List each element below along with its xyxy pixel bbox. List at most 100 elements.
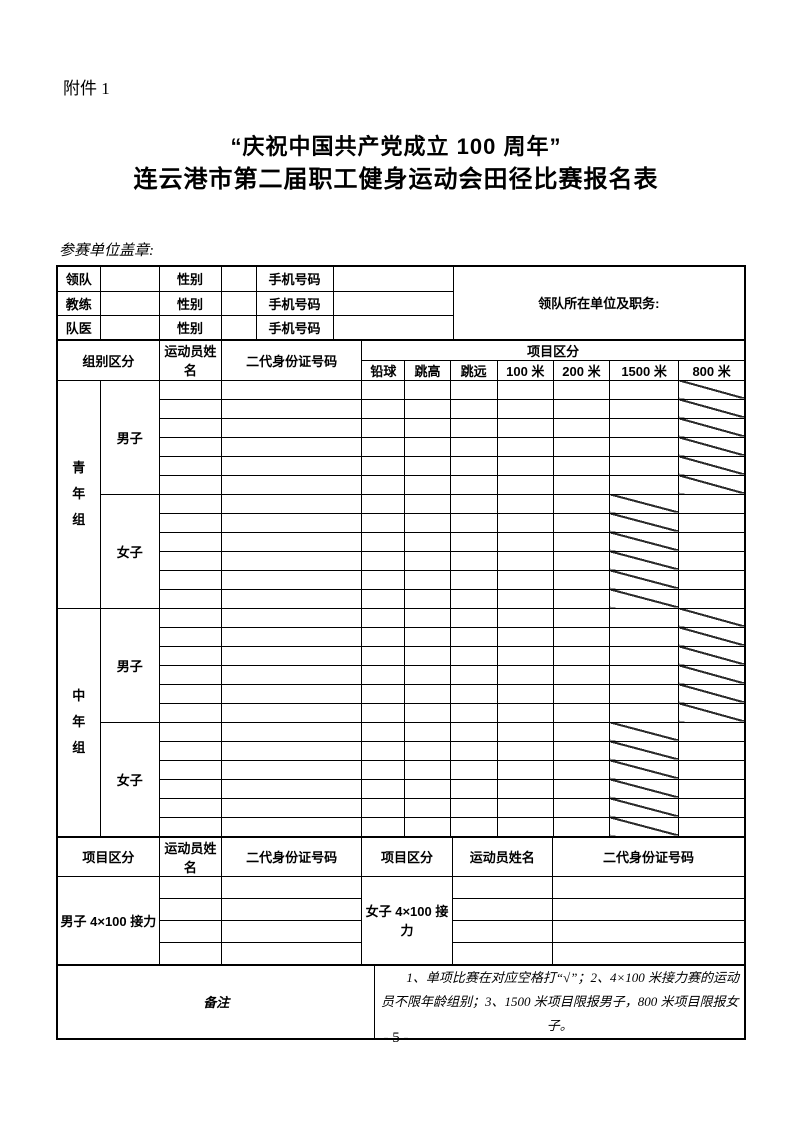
athlete-name-cell bbox=[158, 493, 222, 514]
relay-event-header: 项目区分 bbox=[58, 836, 160, 877]
relay-id-cell bbox=[551, 919, 744, 943]
event-cell bbox=[678, 759, 744, 780]
event-cell bbox=[496, 512, 554, 533]
event-cell bbox=[361, 683, 406, 704]
event-cell bbox=[609, 664, 680, 685]
staff-table: 领队 性别 手机号码 领队所在单位及职务: 教练 性别 手机号码 队医 性别 bbox=[58, 267, 744, 340]
event-cell bbox=[449, 740, 498, 761]
event-cell bbox=[404, 588, 451, 609]
event-cell bbox=[361, 550, 406, 571]
id-number-cell bbox=[220, 569, 363, 590]
relay-id-header: 二代身份证号码 bbox=[551, 836, 744, 877]
relay-id-cell bbox=[220, 875, 363, 899]
subgroup-label: 女子 bbox=[100, 721, 160, 837]
event-cell bbox=[361, 816, 406, 837]
athlete-name-cell bbox=[159, 778, 222, 799]
event-cell-blocked bbox=[609, 569, 680, 590]
id-number-cell bbox=[220, 493, 363, 514]
event-cell bbox=[678, 550, 744, 571]
event-cell-blocked bbox=[609, 721, 680, 742]
phone-label: 手机号码 bbox=[255, 267, 334, 292]
id-number-cell bbox=[220, 645, 363, 666]
event-cell bbox=[404, 493, 451, 514]
event-cell bbox=[609, 379, 680, 400]
event-cell bbox=[449, 588, 498, 609]
event-cell bbox=[404, 702, 451, 723]
id-number-cell bbox=[220, 436, 363, 457]
event-cell bbox=[609, 607, 680, 628]
event-cell bbox=[404, 531, 451, 552]
group-label-text: 中年组 bbox=[72, 688, 86, 755]
relay-id-cell bbox=[220, 919, 363, 943]
event-cell-blocked bbox=[678, 398, 744, 419]
event-cell bbox=[496, 493, 554, 514]
event-cell-blocked bbox=[678, 607, 744, 628]
subgroup-label: 女子 bbox=[100, 493, 160, 609]
event-cell bbox=[404, 759, 451, 780]
notes-text: 1、单项比赛在对应空格打“√”；2、4×100 米接力赛的运动员不限年龄组别；3… bbox=[374, 964, 744, 1038]
relay-left-label: 男子 4×100 接力 bbox=[58, 875, 160, 965]
id-number-cell bbox=[220, 512, 363, 533]
relay-right-label: 女子 4×100 接力 bbox=[361, 875, 453, 965]
leader-unit-cell: 领队所在单位及职务: bbox=[452, 267, 744, 340]
athlete-name-cell bbox=[159, 417, 222, 438]
event-cell bbox=[552, 436, 611, 457]
event-cell bbox=[496, 645, 554, 666]
id-number-cell bbox=[220, 816, 363, 837]
event-cell bbox=[361, 512, 406, 533]
athlete-name-cell bbox=[159, 683, 222, 704]
event-cell bbox=[361, 569, 406, 590]
event-cell bbox=[449, 607, 498, 628]
event-cell bbox=[609, 436, 680, 457]
event-cell bbox=[496, 721, 554, 742]
event-cell bbox=[678, 797, 744, 818]
event-cell bbox=[609, 645, 680, 666]
event-cell bbox=[361, 417, 406, 438]
event-cell bbox=[404, 683, 451, 704]
event-cell bbox=[552, 683, 611, 704]
event-cell bbox=[609, 702, 680, 723]
event-cell-blocked bbox=[609, 778, 680, 799]
event-cell bbox=[552, 398, 611, 419]
event-cell bbox=[404, 474, 451, 495]
relay-athlete-name-cell bbox=[158, 875, 222, 899]
athlete-name-cell bbox=[159, 626, 222, 647]
athlete-name-cell bbox=[159, 569, 222, 590]
id-number-cell bbox=[220, 683, 363, 704]
event-cell bbox=[404, 626, 451, 647]
event-cell bbox=[552, 607, 611, 628]
event-cell bbox=[449, 550, 498, 571]
id-number-cell bbox=[220, 455, 363, 476]
phone-blank-cell bbox=[332, 314, 453, 340]
subgroup-label: 男子 bbox=[99, 607, 160, 723]
relay-athlete-name-cell bbox=[451, 919, 553, 943]
event-cell bbox=[552, 740, 611, 761]
event-cell bbox=[496, 379, 554, 400]
event-cell bbox=[404, 778, 451, 799]
event-cell bbox=[496, 816, 554, 837]
event-cell bbox=[361, 797, 406, 818]
event-cell bbox=[404, 607, 451, 628]
event-cell bbox=[678, 816, 744, 837]
event-cell bbox=[552, 816, 611, 837]
event-cell bbox=[404, 436, 451, 457]
event-cell bbox=[449, 379, 498, 400]
event-cell bbox=[449, 455, 498, 476]
event-cell bbox=[404, 550, 451, 571]
id-number-cell bbox=[220, 588, 363, 609]
event-cell bbox=[496, 417, 554, 438]
id-number-header: 二代身份证号码 bbox=[220, 339, 363, 381]
gender-label: 性别 bbox=[158, 267, 222, 292]
relay-id-cell bbox=[551, 897, 744, 921]
event-cell bbox=[449, 436, 498, 457]
event-cell bbox=[678, 531, 744, 552]
event-cell-blocked bbox=[609, 512, 680, 533]
event-header: 铅球 bbox=[361, 359, 406, 381]
event-cell bbox=[361, 474, 406, 495]
event-cell bbox=[449, 531, 498, 552]
id-number-cell bbox=[220, 474, 363, 495]
event-cell bbox=[552, 474, 611, 495]
event-cell bbox=[361, 626, 406, 647]
event-cell bbox=[609, 455, 680, 476]
id-number-cell bbox=[220, 379, 363, 400]
